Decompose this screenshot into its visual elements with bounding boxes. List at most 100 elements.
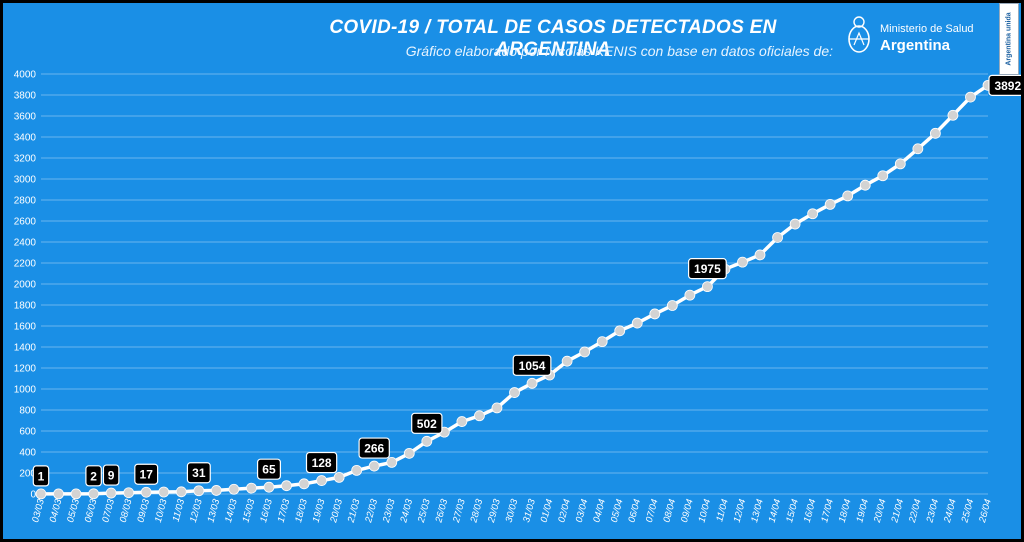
data-point [561,355,573,367]
data-label-box [186,462,211,484]
data-point [912,143,924,155]
data-point [351,464,363,476]
x-tick-label: 06/04 [626,498,643,524]
line-chart: 0200400600800100012001400160018002000220… [14,70,1021,525]
data-point [929,127,941,139]
data-point [53,488,64,500]
data-point [596,336,608,348]
y-axis-ticks: 0 200 400 600 800 1000 1200 1400 1600 1800 2000 220… [14,70,37,501]
x-tick-label: 18/03 [293,497,310,524]
national-seal-icon [848,16,870,53]
y-tick-label: 600 [19,427,36,438]
x-tick-label: 13/03 [205,497,222,524]
data-label-box [256,458,281,480]
y-tick-label: 2400 [14,238,37,249]
data-label-box [305,451,338,474]
x-tick-label: 26/03 [433,497,450,524]
x-tick-label: 11/03 [171,497,188,523]
data-label-box [988,74,1021,96]
x-tick-label: 17/04 [819,498,836,524]
gridlines [41,73,988,495]
data-point [877,170,889,182]
data-label: 128 [312,456,332,470]
y-tick-label: 1800 [14,301,37,312]
y-tick-label: 2200 [14,259,37,270]
x-tick-label: 28/03 [468,497,485,524]
x-tick-label: 04/04 [591,498,608,524]
data-point [70,488,82,500]
y-tick-label: 1200 [14,364,37,375]
chart-subtitle: Gráfico elaborado por Nicolás KENIS con … [405,43,833,59]
data-point [684,289,696,301]
x-tick-label: 08/04 [661,498,678,524]
x-tick-label: 20/04 [872,498,889,525]
data-point [894,158,906,170]
data-point [947,109,959,121]
data-point [965,91,976,103]
x-tick-label: 08/03 [118,497,135,524]
data-point [649,308,661,320]
x-tick-label: 04/03 [48,497,65,524]
y-tick-label: 3400 [14,133,37,144]
y-tick-label: 3200 [14,154,37,165]
data-label-box [134,463,159,485]
data-point [491,402,503,414]
data-label: 502 [417,417,437,431]
data-point [175,486,187,498]
x-tick-label: 06/03 [83,497,100,524]
x-tick-label: 11/04 [714,498,731,523]
x-tick-label: 19/04 [854,498,871,524]
x-tick-label: 22/04 [907,498,924,525]
y-tick-label: 3800 [14,91,37,102]
x-tick-label: 27/03 [451,497,468,524]
data-label-box [411,412,443,434]
x-tick-label: 03/03 [30,497,47,524]
x-tick-label: 20/03 [328,497,345,524]
argentina-unida-tag: Argentina unida [999,3,1019,75]
x-tick-label: 14/04 [767,498,784,524]
y-tick-label: 2600 [14,217,37,228]
x-tick-label: 17/03 [276,497,293,524]
x-tick-label: 16/03 [258,497,275,524]
x-tick-label: 03/04 [574,498,591,524]
data-label: 3892 [994,79,1021,93]
x-tick-label: 30/03 [504,497,521,524]
data-point [772,232,783,243]
x-tick-label: 19/03 [311,497,328,524]
data-point [702,281,713,293]
data-point [158,486,170,498]
x-tick-label: 18/04 [837,498,854,524]
side-tag-text: Argentina unida [1005,12,1013,66]
data-label-box [512,354,552,376]
data-point [123,487,135,499]
data-point [403,447,415,459]
data-point [140,486,152,498]
y-tick-label: 0 [30,490,36,501]
logo-country-text: Argentina [880,37,951,54]
x-tick-label: 24/03 [398,497,415,524]
data-point [859,179,871,191]
y-tick-label: 800 [19,406,36,417]
x-tick-label: 10/03 [153,497,170,524]
x-tick-label: 12/03 [188,497,205,524]
x-tick-label: 25/03 [416,497,433,524]
y-tick-label: 400 [19,448,36,459]
data-label: 1 [38,469,45,483]
data-point [246,482,257,494]
chart-frame: 0 200 400 600 800 1000 1200 1400 1600 1800 2000 220… [3,3,1021,539]
x-axis-ticks: 03/03 04/03 05/03 06/03 07/03 08/03 09/03 10/03… [30,497,994,524]
data-point [789,218,801,230]
data-label: 65 [262,463,276,477]
data-label-box [102,464,120,486]
data-point [263,481,275,493]
data-point [807,208,819,220]
x-tick-label: 15/03 [241,497,258,524]
data-point [631,317,643,329]
x-tick-label: 31/03 [521,497,538,524]
data-point [88,488,100,500]
y-tick-label: 3600 [14,112,37,123]
data-point [105,487,117,499]
data-point [474,410,485,422]
data-label-box [32,465,50,487]
x-tick-label: 26/04 [977,498,994,525]
